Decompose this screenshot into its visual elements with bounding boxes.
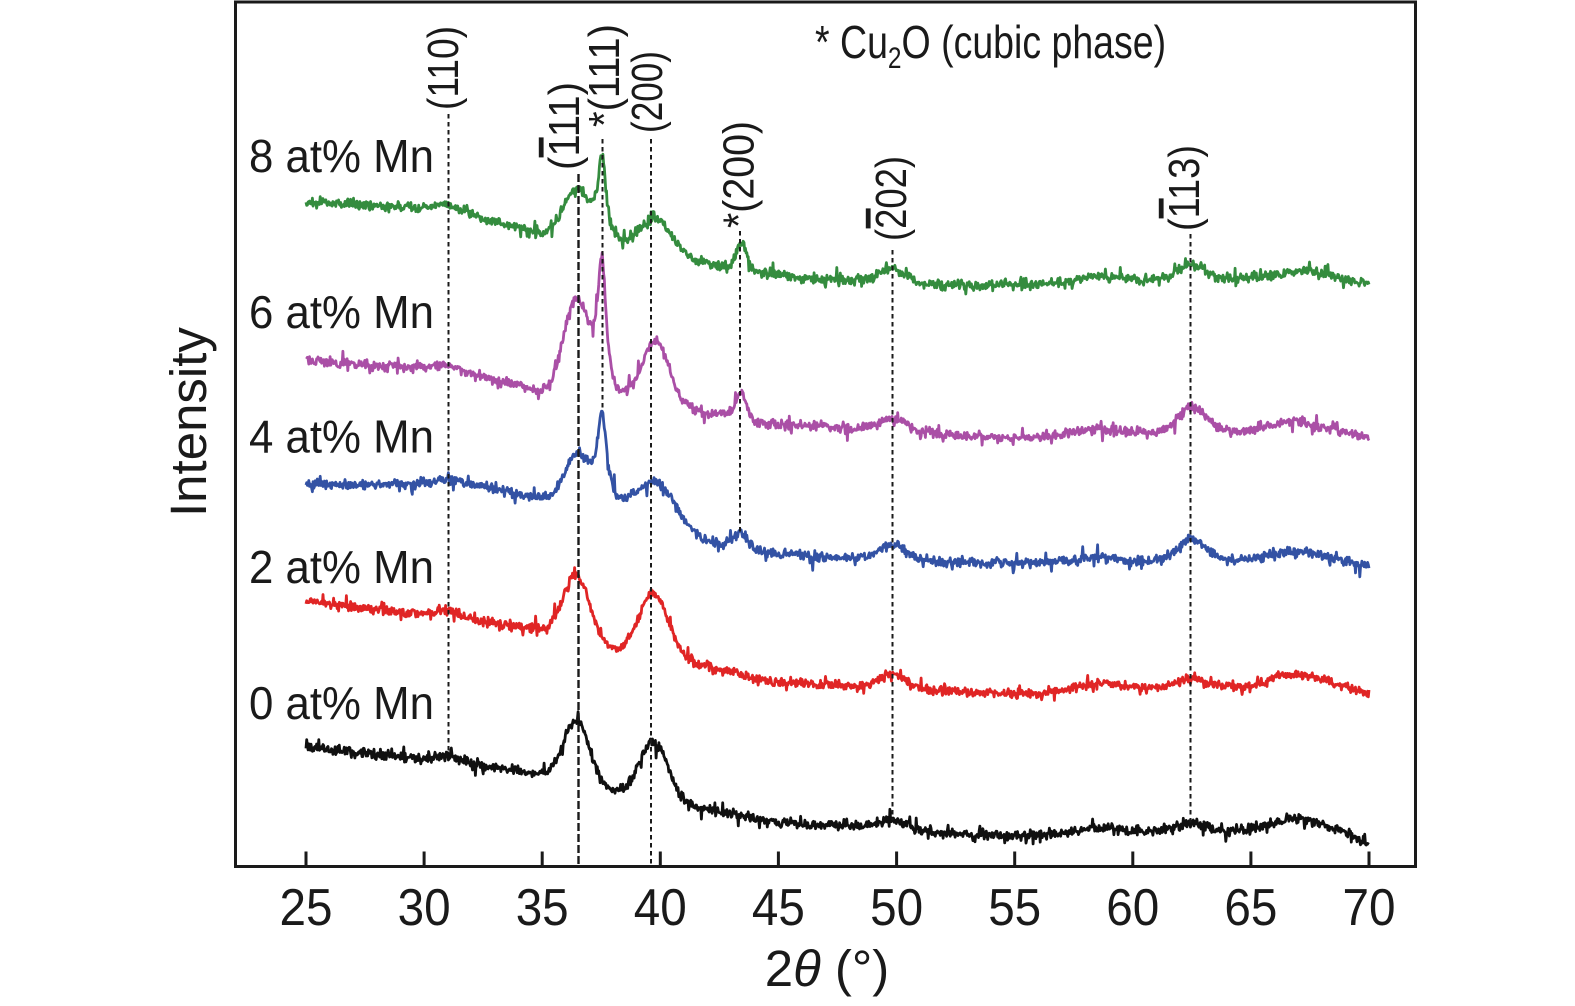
svg-text:65: 65: [1224, 879, 1277, 937]
svg-text:40: 40: [634, 879, 687, 937]
svg-text:(110): (110): [419, 26, 468, 110]
svg-text:60: 60: [1106, 879, 1159, 937]
svg-text:0 at% Mn: 0 at% Mn: [249, 677, 434, 729]
svg-text:55: 55: [988, 879, 1041, 937]
svg-text:*(111): *(111): [580, 24, 629, 127]
svg-text:25: 25: [280, 879, 333, 937]
svg-text:50: 50: [870, 879, 923, 937]
svg-text:(200): (200): [623, 51, 672, 133]
svg-text:45: 45: [752, 879, 805, 937]
svg-text:Intensity: Intensity: [160, 327, 217, 517]
svg-text:4 at% Mn: 4 at% Mn: [249, 411, 434, 463]
svg-text:2θ (°): 2θ (°): [765, 940, 890, 997]
svg-text:70: 70: [1343, 879, 1396, 937]
svg-text:6 at% Mn: 6 at% Mn: [249, 286, 434, 338]
svg-text:35: 35: [516, 879, 569, 937]
svg-text:8 at% Mn: 8 at% Mn: [249, 130, 434, 182]
svg-text:*(200): *(200): [715, 121, 764, 228]
svg-text:* Cu2O (cubic phase): * Cu2O (cubic phase): [815, 16, 1166, 74]
svg-text:(202): (202): [867, 156, 916, 241]
svg-text:30: 30: [398, 879, 451, 937]
svg-text:2 at% Mn: 2 at% Mn: [249, 541, 434, 593]
svg-text:(111): (111): [540, 82, 589, 170]
svg-text:(113): (113): [1160, 145, 1209, 231]
